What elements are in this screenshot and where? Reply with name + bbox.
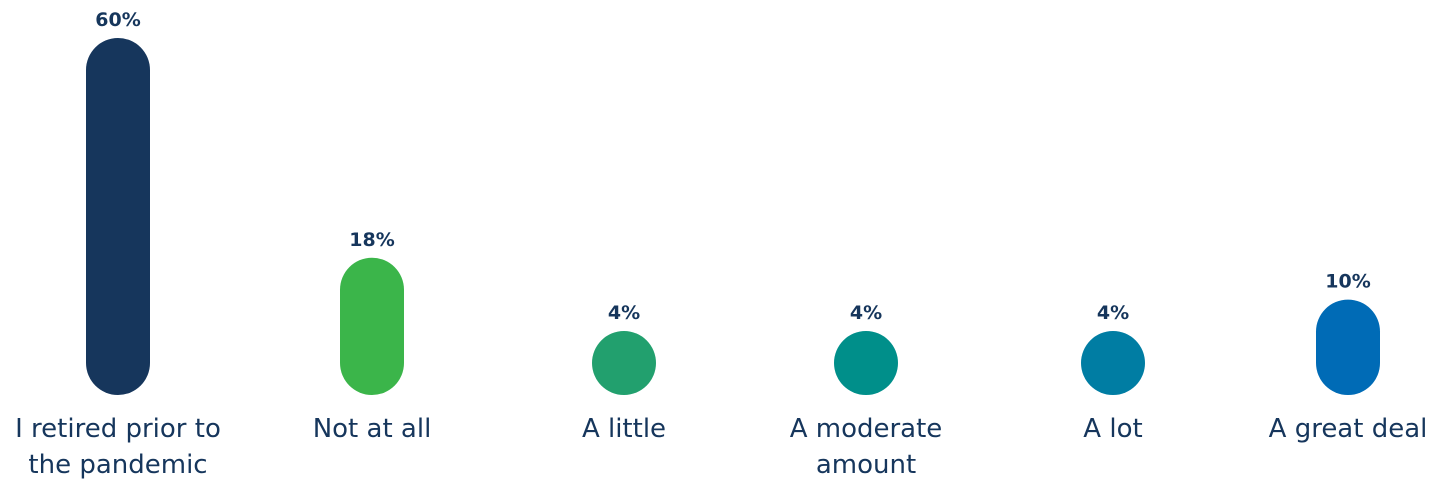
category-label: A moderate amount bbox=[790, 414, 943, 480]
category-label: I retired prior to the pandemic bbox=[15, 414, 221, 480]
category-label: A lot bbox=[1083, 414, 1142, 444]
category-label-line: A lot bbox=[1083, 414, 1142, 444]
bar-group: 18% Not at all bbox=[313, 229, 432, 444]
value-label: 4% bbox=[608, 302, 640, 324]
value-label: 18% bbox=[349, 229, 394, 251]
category-label-line: A great deal bbox=[1269, 414, 1428, 444]
bar-group: 4% A little bbox=[582, 302, 666, 444]
category-label: A little bbox=[582, 414, 666, 444]
category-label-line: I retired prior to bbox=[15, 414, 221, 444]
bar-group: 60% I retired prior to the pandemic bbox=[15, 9, 221, 480]
bar bbox=[1316, 299, 1380, 395]
value-label: 4% bbox=[850, 302, 882, 324]
bar bbox=[592, 331, 656, 395]
bar-group: 4% A lot bbox=[1081, 302, 1145, 444]
category-label-line: Not at all bbox=[313, 414, 432, 444]
category-label-line: A moderate bbox=[790, 414, 943, 444]
bar-group: 10% A great deal bbox=[1269, 271, 1428, 444]
bar bbox=[834, 331, 898, 395]
category-label-line: A little bbox=[582, 414, 666, 444]
category-label-line: the pandemic bbox=[28, 450, 207, 480]
value-label: 10% bbox=[1325, 271, 1370, 293]
bar bbox=[86, 38, 150, 395]
category-label: Not at all bbox=[313, 414, 432, 444]
category-label-line: amount bbox=[816, 450, 916, 480]
bar-group: 4% A moderate amount bbox=[790, 302, 943, 480]
value-label: 4% bbox=[1097, 302, 1129, 324]
bar bbox=[1081, 331, 1145, 395]
bar bbox=[340, 257, 404, 395]
category-label: A great deal bbox=[1269, 414, 1428, 444]
value-label: 60% bbox=[95, 9, 140, 31]
